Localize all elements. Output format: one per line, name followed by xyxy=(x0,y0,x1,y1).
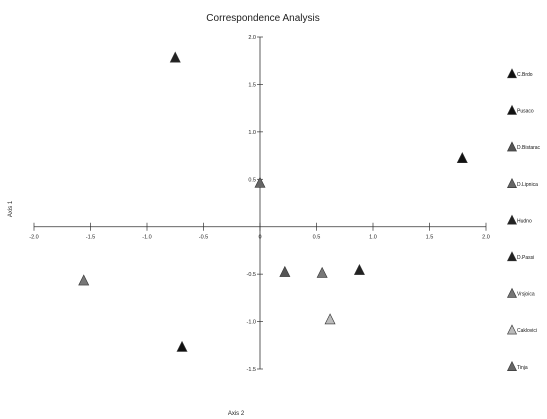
legend-label: D.Bistarac xyxy=(517,145,541,151)
legend-label: D.Passi xyxy=(517,255,534,261)
y-tick-label: 1.5 xyxy=(248,82,256,88)
data-point xyxy=(279,265,291,277)
legend-marker xyxy=(507,104,517,115)
data-point xyxy=(254,176,266,188)
legend-marker xyxy=(507,214,517,225)
x-tick-label: -1.5 xyxy=(86,235,95,241)
data-point xyxy=(169,51,181,63)
y-axis-label: Axis 1 xyxy=(8,200,14,217)
data-point xyxy=(353,263,365,275)
y-ticks: 2.0 1.5 1.0 0.5 -0.5 -1.0 -1.5 xyxy=(247,35,263,373)
chart-title: Correspondence Analysis xyxy=(206,13,319,24)
legend-label: Caklovici xyxy=(517,328,537,334)
legend-marker xyxy=(507,178,517,188)
legend-marker xyxy=(507,324,517,335)
y-tick-label: 0.5 xyxy=(248,177,256,183)
x-ticks: -2.0 -1.5 -1.0 -0.5 0 0.5 1.0 1.5 2.0 xyxy=(29,222,490,241)
x-tick-label: 0.5 xyxy=(313,235,321,241)
x-tick-label: 1.5 xyxy=(426,235,434,241)
x-tick-label: -2.0 xyxy=(29,235,38,241)
y-tick-label: -1.5 xyxy=(247,367,256,373)
legend-label: Hudno xyxy=(517,218,532,224)
x-tick-label: 1.0 xyxy=(369,235,377,241)
data-points xyxy=(78,51,468,352)
x-tick-label: 0 xyxy=(258,235,261,241)
legend-marker xyxy=(507,251,517,262)
legend-marker xyxy=(507,361,517,371)
legend-label: Pusaco xyxy=(517,109,534,115)
x-tick-label: -1.0 xyxy=(142,235,151,241)
legend: C.Brdo Pusaco D.Bistarac D.Lipnica Hudno D.Pa… xyxy=(507,68,541,371)
legend-label: D.Lipnica xyxy=(517,182,538,188)
x-tick-label: 2.0 xyxy=(482,235,490,241)
data-point xyxy=(78,274,90,286)
legend-label: Tinja xyxy=(517,365,528,371)
y-tick-label: -0.5 xyxy=(247,272,256,278)
y-tick-label: -1.0 xyxy=(247,320,256,326)
legend-marker xyxy=(507,287,517,298)
data-point xyxy=(324,313,336,325)
legend-label: C.Brdo xyxy=(517,72,533,78)
y-tick-label: 2.0 xyxy=(248,35,256,41)
data-point xyxy=(176,340,188,352)
legend-marker xyxy=(507,68,517,79)
data-point xyxy=(316,266,328,278)
x-tick-label: -0.5 xyxy=(199,235,208,241)
legend-label: Vrsjoica xyxy=(517,292,535,298)
legend-marker xyxy=(507,141,517,152)
data-point xyxy=(456,152,468,163)
x-axis-label: Axis 2 xyxy=(228,411,245,417)
y-tick-label: 1.0 xyxy=(248,130,256,136)
